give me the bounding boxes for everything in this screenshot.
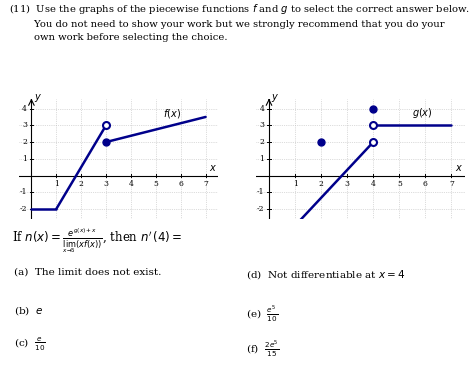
Text: 5: 5 xyxy=(397,180,402,188)
Text: 5: 5 xyxy=(154,180,158,188)
Text: 2: 2 xyxy=(22,138,27,146)
Text: 3: 3 xyxy=(103,180,109,188)
Text: -2: -2 xyxy=(257,205,264,213)
Text: 1: 1 xyxy=(259,155,264,163)
Text: 1: 1 xyxy=(22,155,27,163)
Text: -2: -2 xyxy=(19,205,27,213)
Text: 4: 4 xyxy=(128,180,133,188)
Text: 2: 2 xyxy=(259,138,264,146)
Text: $x$: $x$ xyxy=(209,163,217,173)
Text: (d)  Not differentiable at $x = 4$: (d) Not differentiable at $x = 4$ xyxy=(246,268,406,281)
Text: (c)  $\frac{e}{10}$: (c) $\frac{e}{10}$ xyxy=(14,337,46,353)
Text: (e)  $\frac{e^5}{10}$: (e) $\frac{e^5}{10}$ xyxy=(246,304,279,323)
Text: If $n(x) = \frac{e^{g(x)+x}}{\lim_{x \to 5}(xf(x))}$, then $n'(4) =$: If $n(x) = \frac{e^{g(x)+x}}{\lim_{x \to… xyxy=(12,226,182,255)
Text: 2: 2 xyxy=(79,180,83,188)
Text: 7: 7 xyxy=(203,180,208,188)
Text: (f)  $\frac{2e^5}{15}$: (f) $\frac{2e^5}{15}$ xyxy=(246,339,280,359)
Text: 4: 4 xyxy=(371,180,376,188)
Text: 3: 3 xyxy=(345,180,350,188)
Text: (a)  The limit does not exist.: (a) The limit does not exist. xyxy=(14,268,162,277)
Text: 6: 6 xyxy=(423,180,428,188)
Text: 1: 1 xyxy=(54,180,59,188)
Text: $y$: $y$ xyxy=(34,92,42,104)
Text: $g(x)$: $g(x)$ xyxy=(412,106,433,120)
Text: -1: -1 xyxy=(19,188,27,196)
Text: 3: 3 xyxy=(22,121,27,129)
Text: 2: 2 xyxy=(319,180,324,188)
Text: $y$: $y$ xyxy=(272,92,280,104)
Text: (11)  Use the graphs of the piecewise functions $f$ and $g$ to select the correc: (11) Use the graphs of the piecewise fun… xyxy=(9,2,471,42)
Text: 6: 6 xyxy=(178,180,183,188)
Text: (b)  $e$: (b) $e$ xyxy=(14,304,44,316)
Text: 4: 4 xyxy=(259,105,264,112)
Text: $f(x)$: $f(x)$ xyxy=(163,107,181,120)
Text: $x$: $x$ xyxy=(455,163,464,173)
Text: 4: 4 xyxy=(22,105,27,112)
Text: 7: 7 xyxy=(449,180,454,188)
Text: 1: 1 xyxy=(292,180,298,188)
Text: -1: -1 xyxy=(257,188,264,196)
Text: 3: 3 xyxy=(259,121,264,129)
